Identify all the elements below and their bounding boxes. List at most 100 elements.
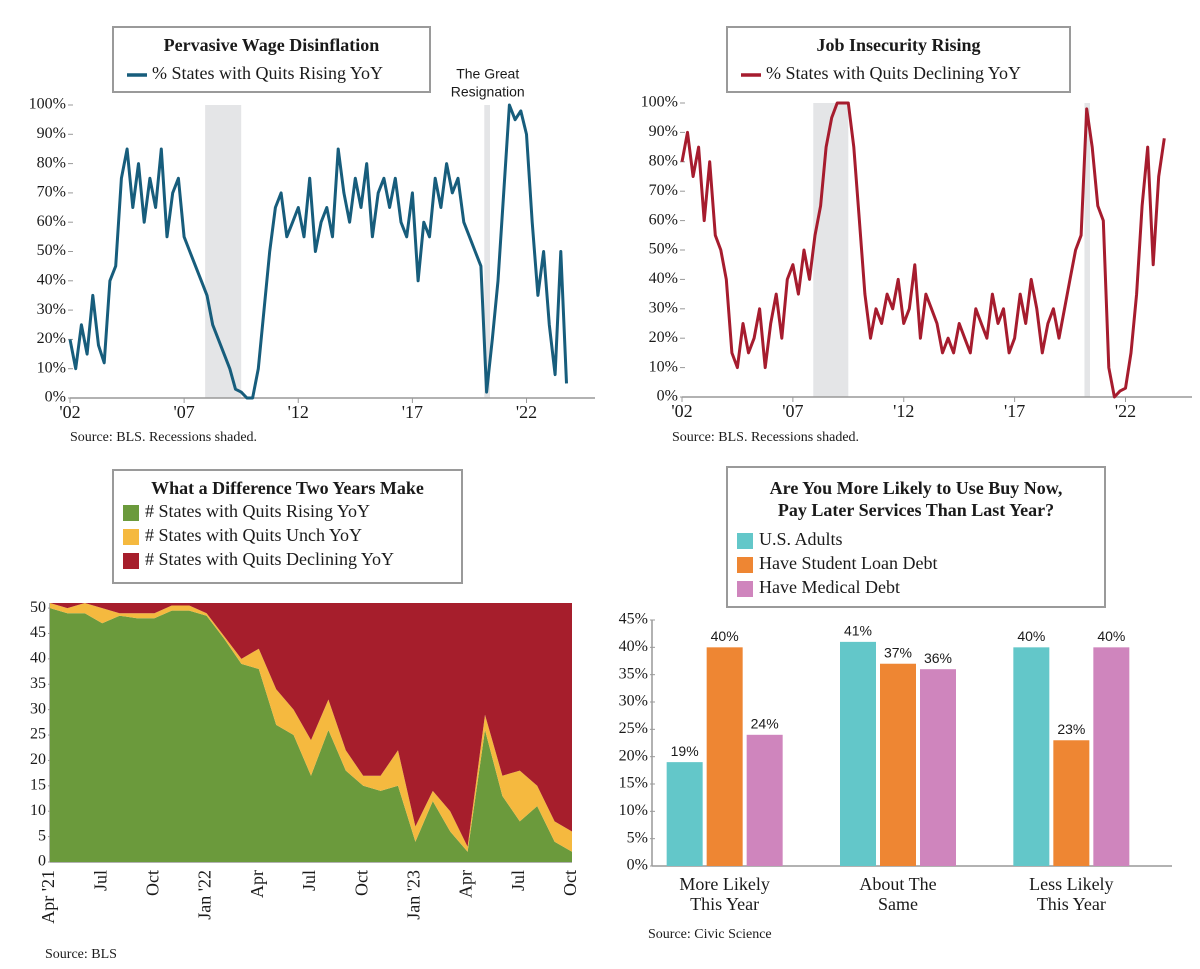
x-tick-label: Apr	[247, 870, 267, 898]
data-line	[680, 101, 1166, 399]
y-tick-label: 45	[30, 624, 46, 641]
bar	[880, 663, 916, 866]
y-tick-label: 20%	[619, 747, 648, 764]
source-note: Source: BLS. Recessions shaded.	[70, 430, 257, 445]
y-tick-label: 100%	[641, 94, 678, 111]
legend-box	[726, 26, 1071, 93]
bar	[1093, 647, 1130, 866]
y-tick-label: 70%	[37, 184, 66, 201]
y-tick-label: 15	[30, 776, 46, 793]
legend-label: # States with Quits Rising YoY	[145, 501, 370, 521]
x-tick-label: Jul	[90, 870, 110, 891]
legend-swatch	[123, 505, 139, 521]
y-tick-label: 0	[38, 853, 46, 870]
legend-box	[112, 26, 431, 93]
y-tick-label: 20%	[649, 329, 678, 346]
x-tick-label: Jul	[508, 870, 528, 891]
x-tick-label: Jan '22	[195, 870, 215, 920]
source-note: Source: Civic Science	[648, 927, 772, 942]
value-label: 40%	[1017, 628, 1045, 644]
legend-label: % States with Quits Declining YoY	[766, 63, 1021, 83]
y-tick-label: 0%	[627, 857, 648, 874]
y-tick-label: 10%	[619, 802, 648, 819]
data-line	[68, 103, 568, 400]
y-tick-label: 80%	[37, 154, 66, 171]
legend-label: Have Medical Debt	[759, 577, 900, 597]
bar	[1053, 740, 1090, 866]
x-tick-label: '02	[59, 402, 80, 422]
x-tick-label: Jan '23	[404, 870, 424, 920]
x-tick-label: Jul	[299, 870, 319, 891]
value-label: 40%	[711, 628, 739, 644]
x-tick-label: '07	[174, 402, 195, 422]
x-tick-label: '17	[1004, 401, 1025, 421]
legend-label: # States with Quits Declining YoY	[145, 549, 394, 569]
y-tick-label: 15%	[619, 775, 648, 792]
x-tick-label: '12	[893, 401, 914, 421]
chart-panel: 0% 10% 20% 30% 40% 50% 60% 70% 80% 90% 100% '02 '07 '…	[29, 26, 595, 445]
bar	[1013, 647, 1050, 866]
y-tick-label: 35%	[619, 665, 648, 682]
x-tick-label: '22	[1115, 401, 1136, 421]
y-tick-label: 20%	[37, 330, 66, 347]
y-tick-label: 50%	[37, 242, 66, 259]
y-tick-label: 10	[30, 802, 46, 819]
annotation: Resignation	[451, 84, 525, 100]
y-tick-label: 90%	[649, 123, 678, 140]
source-note: Source: BLS	[45, 947, 117, 962]
bar	[706, 647, 743, 866]
value-label: 24%	[751, 716, 779, 732]
legend-label: # States with Quits Unch YoY	[145, 525, 362, 545]
y-tick-label: 60%	[649, 211, 678, 228]
y-tick-label: 100%	[29, 96, 66, 113]
x-tick-label: '17	[402, 402, 423, 422]
legend-swatch	[737, 533, 753, 549]
legend-swatch	[123, 529, 139, 545]
legend-label: Have Student Loan Debt	[759, 553, 937, 573]
chart-title: Are You More Likely to Use Buy Now,	[770, 478, 1063, 498]
area	[50, 608, 572, 862]
value-label: 41%	[844, 623, 872, 639]
annotation: The Great	[456, 66, 519, 82]
x-tick-label: Oct	[351, 870, 371, 896]
y-tick-label: 30%	[649, 299, 678, 316]
chart-title: Pay Later Services Than Last Year?	[778, 500, 1054, 520]
chart-title: Job Insecurity Rising	[816, 35, 980, 55]
x-tick-label: Oct	[560, 870, 580, 896]
y-tick-label: 40%	[619, 638, 648, 655]
y-tick-label: 40	[30, 650, 46, 667]
y-tick-label: 10%	[37, 359, 66, 376]
y-tick-label: 60%	[37, 213, 66, 230]
legend-label: U.S. Adults	[759, 529, 843, 549]
x-tick-label: Apr	[456, 870, 476, 898]
y-tick-label: 40%	[649, 270, 678, 287]
x-tick-label: More Likely	[679, 874, 769, 894]
x-tick-label: '07	[782, 401, 803, 421]
y-tick-label: 50%	[649, 241, 678, 258]
y-tick-label: 0%	[45, 389, 66, 406]
y-tick-label: 40%	[37, 271, 66, 288]
y-tick-label: 5%	[627, 829, 648, 846]
y-tick-label: 30%	[37, 301, 66, 318]
y-tick-label: 10%	[649, 358, 678, 375]
recession-band	[484, 105, 490, 398]
value-label: 19%	[671, 743, 699, 759]
x-tick-label: '02	[671, 401, 692, 421]
y-tick-label: 50	[30, 599, 46, 616]
x-tick-label: Oct	[143, 870, 163, 896]
value-label: 40%	[1097, 628, 1125, 644]
x-tick-label: Less Likely	[1029, 874, 1113, 894]
chart-title: Pervasive Wage Disinflation	[164, 35, 380, 55]
y-tick-label: 25%	[619, 720, 648, 737]
bar	[666, 762, 703, 866]
y-tick-label: 70%	[649, 182, 678, 199]
y-tick-label: 20	[30, 751, 46, 768]
y-tick-label: 30%	[619, 693, 648, 710]
bar	[746, 734, 783, 866]
x-tick-label: This Year	[1037, 894, 1106, 914]
chart-panel: 0% 10% 20% 30% 40% 50% 60% 70% 80% 90% 100% '02 '07 '…	[641, 26, 1192, 445]
value-label: 37%	[884, 644, 912, 660]
y-tick-label: 45%	[619, 611, 648, 628]
